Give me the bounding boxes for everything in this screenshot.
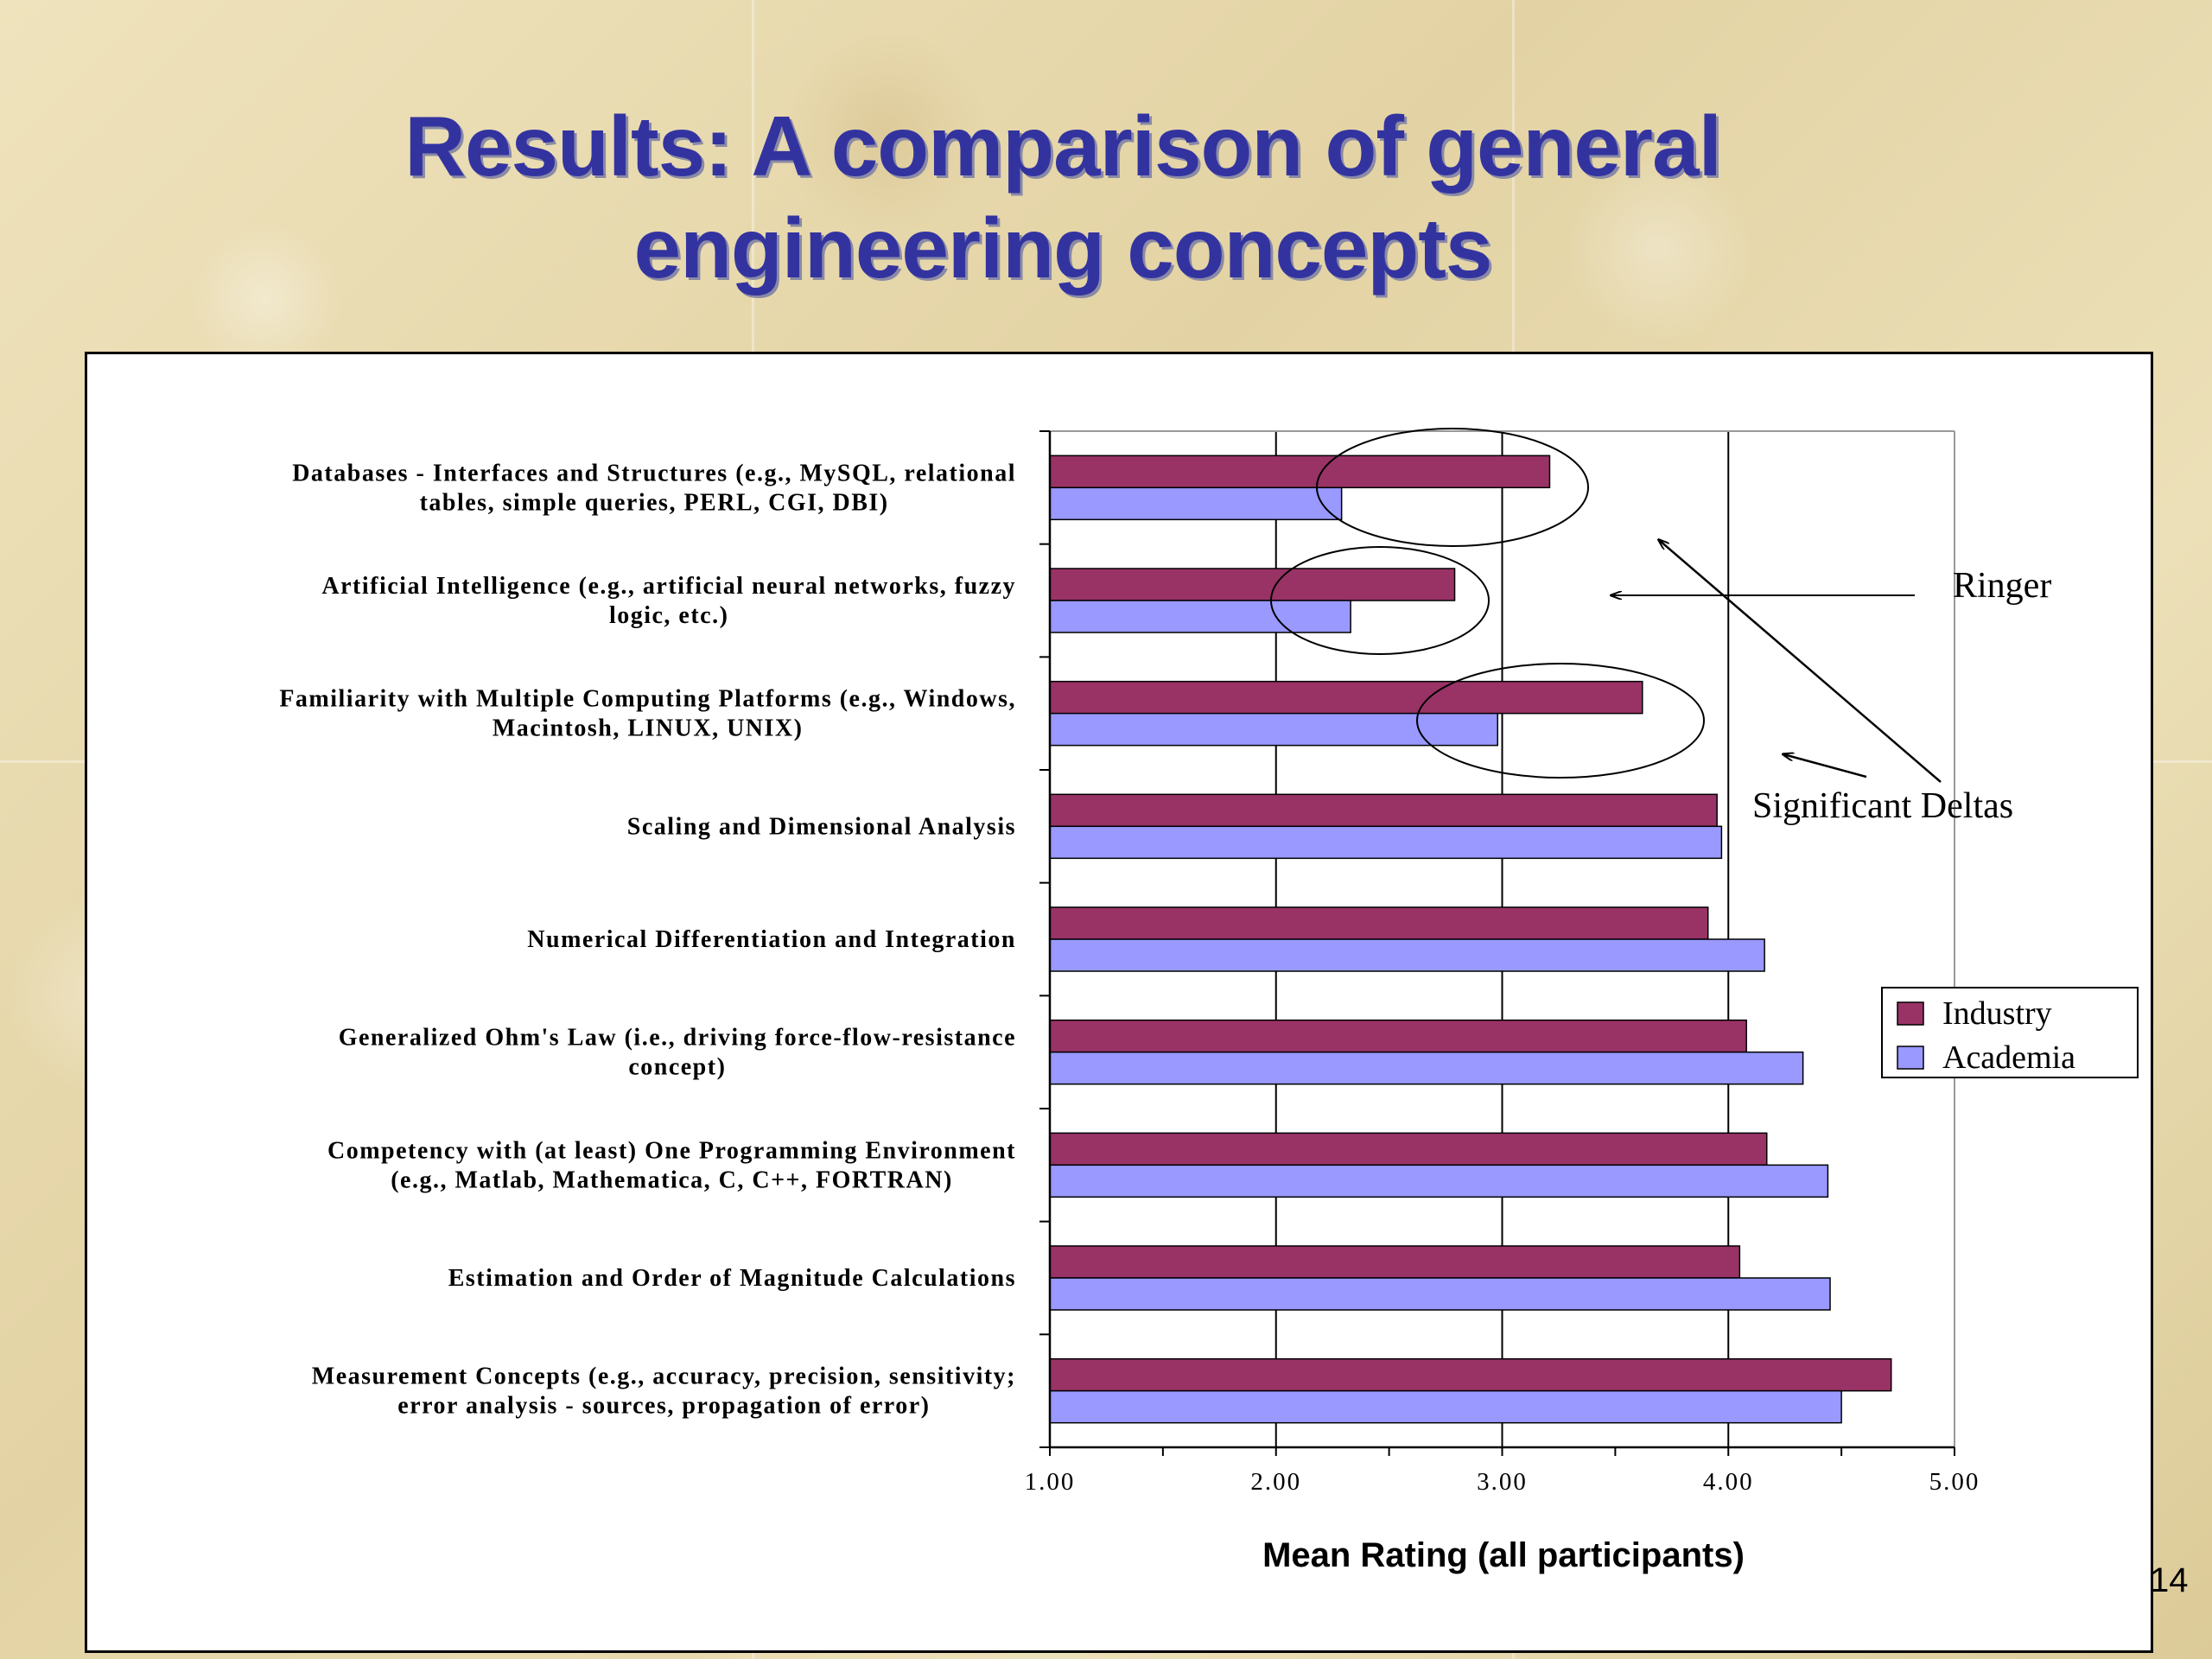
category-label: Scaling and Dimensional Analysis — [627, 813, 1016, 840]
x-axis-title: Mean Rating (all participants) — [1262, 1536, 1745, 1574]
highlight-ellipse-platforms — [1416, 663, 1705, 779]
bar-industry-3 — [1049, 793, 1718, 828]
annotations: Ringer Significant Deltas — [1270, 428, 2051, 826]
bar-industry-6 — [1049, 1132, 1768, 1166]
x-tick-label: 3.00 — [1477, 1468, 1528, 1496]
bars-layer — [1049, 454, 1892, 1424]
category-label: Competency with (at least) One Programmi… — [327, 1137, 1016, 1164]
bar-academia-7 — [1049, 1277, 1831, 1311]
bar-industry-5 — [1049, 1019, 1747, 1053]
category-label: Measurement Concepts (e.g., accuracy, pr… — [312, 1363, 1016, 1390]
bar-industry-0 — [1049, 454, 1551, 489]
category-label: Macintosh, LINUX, UNIX) — [493, 715, 804, 742]
category-label: error analysis - sources, propagation of… — [397, 1393, 930, 1420]
bar-academia-3 — [1049, 825, 1723, 860]
bar-industry-8 — [1049, 1357, 1892, 1392]
bar-academia-0 — [1049, 486, 1343, 521]
category-label: Artificial Intelligence (e.g., artificia… — [321, 573, 1016, 600]
ringer-label: Ringer — [1953, 566, 2051, 606]
highlight-ellipse-ai — [1270, 546, 1490, 655]
bar-academia-6 — [1049, 1164, 1829, 1198]
category-label: Generalized Ohm's Law (i.e., driving for… — [339, 1025, 1016, 1052]
bar-academia-2 — [1049, 712, 1499, 747]
slide-page-number: 14 — [2150, 1561, 2189, 1599]
category-label: Numerical Differentiation and Integratio… — [527, 926, 1016, 953]
legend-label-academia: Academia — [1942, 1039, 2075, 1076]
x-tick-label: 4.00 — [1703, 1468, 1754, 1496]
category-labels: Databases - Interfaces and Structures (e… — [279, 460, 1016, 1420]
significant-deltas-arrow-long — [1659, 540, 1942, 783]
category-label: Estimation and Order of Magnitude Calcul… — [448, 1265, 1016, 1292]
bar-academia-8 — [1049, 1389, 1842, 1424]
category-label: concept) — [628, 1054, 726, 1081]
x-tick-label: 5.00 — [1929, 1468, 1980, 1496]
legend-swatch-academia — [1897, 1046, 1924, 1070]
legend-swatch-industry — [1897, 1001, 1924, 1026]
x-tick-label: 1.00 — [1025, 1468, 1076, 1496]
category-label: Familiarity with Multiple Computing Plat… — [279, 686, 1016, 713]
slide-title-line1: Results: A comparison of general — [404, 99, 1722, 194]
category-label: tables, simple queries, PERL, CGI, DBI) — [420, 489, 889, 516]
highlight-ellipse-databases — [1316, 428, 1589, 547]
significant-deltas-label: Significant Deltas — [1752, 786, 2013, 826]
bar-industry-7 — [1049, 1245, 1741, 1279]
bar-academia-5 — [1049, 1051, 1804, 1085]
bar-industry-4 — [1049, 906, 1709, 940]
bar-industry-1 — [1049, 568, 1456, 601]
bar-chart: Databases - Interfaces and Structures (e… — [279, 428, 2139, 1574]
legend: Industry Academia — [1881, 987, 2139, 1078]
legend-label-industry: Industry — [1942, 995, 2052, 1032]
slide-title: Results: A comparison of general enginee… — [0, 95, 2126, 299]
slide-title-line2: engineering concepts — [633, 200, 1493, 296]
x-tick-label: 2.00 — [1250, 1468, 1301, 1496]
category-label: (e.g., Matlab, Mathematica, C, C++, FORT… — [391, 1166, 953, 1193]
category-label: Databases - Interfaces and Structures (e… — [292, 460, 1016, 486]
significant-deltas-arrow-short — [1783, 754, 1867, 779]
bar-industry-2 — [1049, 680, 1643, 715]
axis-layer — [1039, 430, 1955, 1456]
bar-academia-1 — [1049, 600, 1351, 633]
legend-box — [1881, 987, 2139, 1078]
x-tick-labels: 1.00 2.00 3.00 4.00 5.00 — [1025, 1468, 1980, 1496]
bar-academia-4 — [1049, 938, 1765, 972]
category-label: logic, etc.) — [609, 602, 729, 629]
